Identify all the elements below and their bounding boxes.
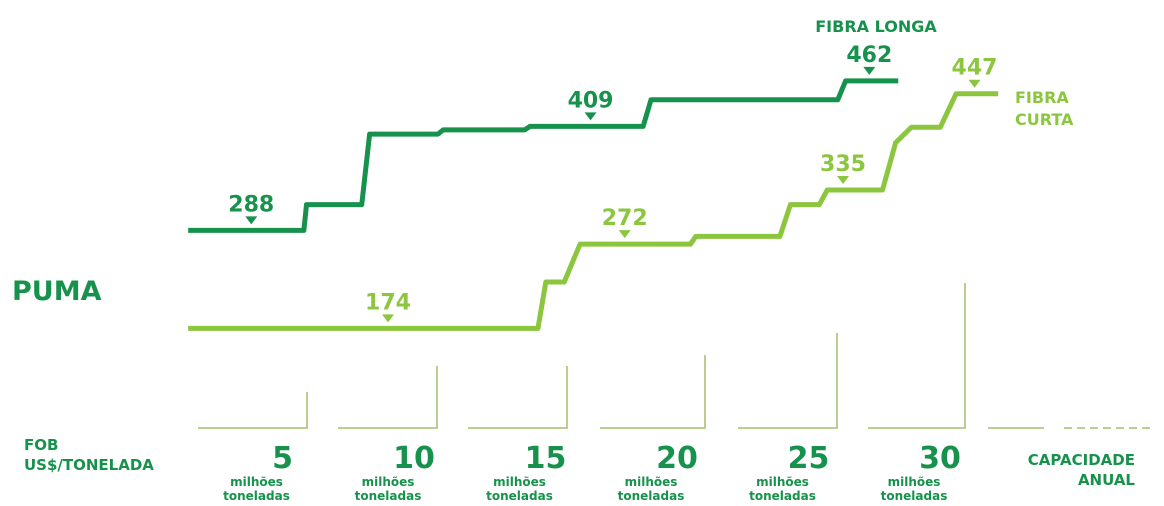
bracket [468, 366, 568, 429]
x-tick-label: 15 [525, 441, 567, 476]
bracket [198, 392, 308, 429]
y-axis-label: US$/TONELADA [24, 456, 154, 474]
x-unit-label: toneladas [749, 489, 816, 503]
label-marker [245, 216, 258, 225]
x-tick-label: 25 [788, 441, 830, 476]
x-unit-label: toneladas [223, 489, 290, 503]
label-marker [382, 314, 395, 323]
x-tick-label: 20 [656, 441, 698, 476]
series-line [188, 78, 899, 233]
data-label: 174 [365, 290, 411, 315]
data-label: 272 [602, 206, 648, 231]
x-tick-label: 5 [272, 441, 293, 476]
x-unit-label: toneladas [355, 489, 422, 503]
x-unit-label: toneladas [486, 489, 553, 503]
chart-title: PUMA [12, 276, 102, 307]
data-label: 335 [820, 152, 866, 177]
capacity-brackets [198, 283, 1150, 429]
bracket [600, 355, 706, 429]
series-name: FIBRA LONGA [815, 17, 937, 36]
data-label: 409 [568, 88, 614, 113]
x-unit-label: milhões [625, 475, 678, 489]
x-unit-label: milhões [493, 475, 546, 489]
x-unit-label: toneladas [618, 489, 685, 503]
x-unit-label: milhões [756, 475, 809, 489]
data-label: 288 [228, 192, 274, 217]
x-unit-label: milhões [362, 475, 415, 489]
bracket [868, 283, 966, 429]
x-axis-label: ANUAL [1078, 471, 1135, 489]
x-unit-label: milhões [888, 475, 941, 489]
label-marker [584, 112, 597, 121]
x-unit-label: milhões [230, 475, 283, 489]
y-axis-label: FOB [24, 436, 58, 454]
series-name: CURTA [1015, 110, 1074, 129]
x-tick-label: 30 [919, 441, 961, 476]
series-name: FIBRA [1015, 88, 1069, 107]
label-marker [968, 79, 981, 88]
bracket [338, 366, 438, 429]
x-unit-label: toneladas [881, 489, 948, 503]
data-label: 462 [846, 43, 892, 68]
x-axis-label: CAPACIDADE [1028, 451, 1135, 469]
bracket [738, 333, 838, 429]
label-marker [618, 230, 631, 239]
series-line [188, 91, 999, 331]
label-marker [837, 175, 850, 184]
data-label: 447 [952, 56, 998, 81]
label-marker [863, 66, 876, 75]
x-tick-label: 10 [393, 441, 435, 476]
